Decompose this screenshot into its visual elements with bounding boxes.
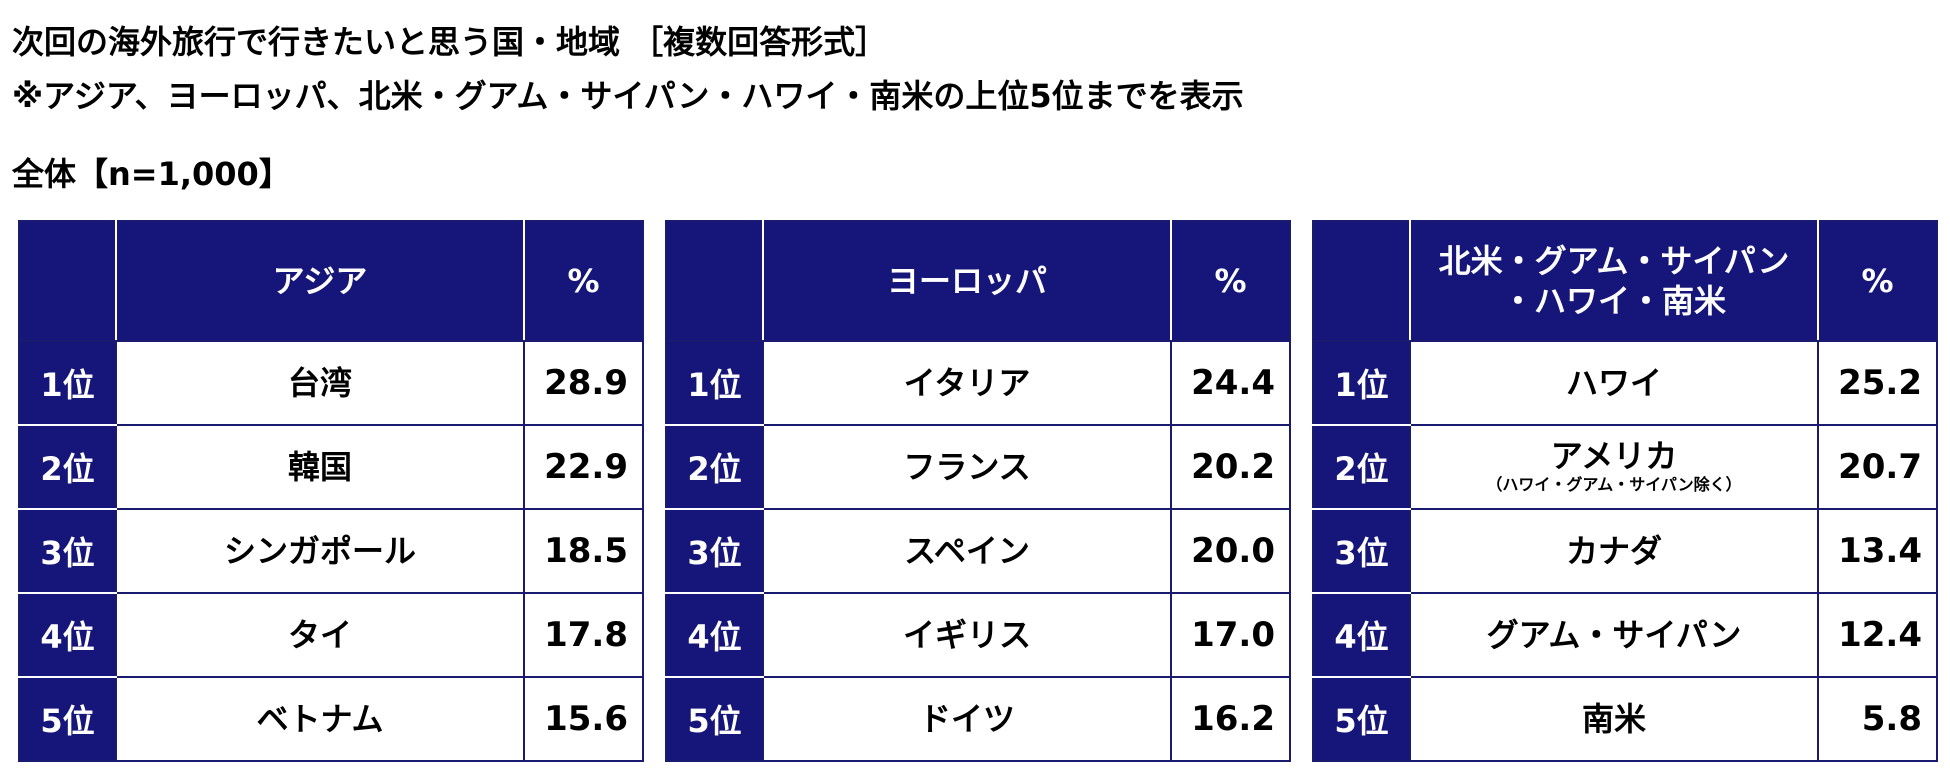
table-row: 5位 ドイツ 16.2 bbox=[665, 676, 1291, 762]
rank-label: 1位 bbox=[18, 340, 117, 426]
table-row: 2位 韓国 22.9 bbox=[18, 424, 644, 510]
percent-value: 15.6 bbox=[523, 676, 644, 762]
destination-name: イタリア bbox=[762, 340, 1172, 426]
percent-value: 20.7 bbox=[1817, 424, 1938, 510]
rank-label: 3位 bbox=[18, 508, 117, 594]
percent-header: % bbox=[523, 220, 644, 342]
region-header: 北米・グアム・サイパン ・ハワイ・南米 bbox=[1409, 220, 1819, 342]
destination-name: ハワイ bbox=[1409, 340, 1819, 426]
destination-name: タイ bbox=[115, 592, 525, 678]
ranking-table-asia: アジア % 1位 台湾 28.9 2位 韓国 22.9 3位 シンガポール 18… bbox=[18, 220, 644, 762]
rank-label: 2位 bbox=[665, 424, 764, 510]
percent-value: 25.2 bbox=[1817, 340, 1938, 426]
chart-subtitle: ※アジア、ヨーロッパ、北米・グアム・サイパン・ハワイ・南米の上位5位までを表示 bbox=[12, 77, 1244, 115]
destination-name: ドイツ bbox=[762, 676, 1172, 762]
rank-column-header bbox=[665, 220, 764, 342]
percent-value: 24.4 bbox=[1170, 340, 1291, 426]
destination-name: 韓国 bbox=[115, 424, 525, 510]
percent-value: 16.2 bbox=[1170, 676, 1291, 762]
rank-column-header bbox=[18, 220, 117, 342]
rank-label: 1位 bbox=[665, 340, 764, 426]
percent-value: 13.4 bbox=[1817, 508, 1938, 594]
percent-value: 28.9 bbox=[523, 340, 644, 426]
region-header: ヨーロッパ bbox=[762, 220, 1172, 342]
rank-label: 5位 bbox=[665, 676, 764, 762]
rank-label: 2位 bbox=[18, 424, 117, 510]
rank-label: 4位 bbox=[18, 592, 117, 678]
table-row: 3位 シンガポール 18.5 bbox=[18, 508, 644, 594]
table-row: 2位 アメリカ （ハワイ・グアム・サイパン除く） 20.7 bbox=[1312, 424, 1938, 510]
table-row: 4位 タイ 17.8 bbox=[18, 592, 644, 678]
destination-name: グアム・サイパン bbox=[1409, 592, 1819, 678]
destination-name: イギリス bbox=[762, 592, 1172, 678]
chart-title: 次回の海外旅行で行きたいと思う国・地域 ［複数回答形式］ bbox=[12, 23, 888, 61]
sample-size-label: 全体【n=1,000】 bbox=[12, 155, 291, 193]
percent-value: 5.8 bbox=[1817, 676, 1938, 762]
destination-note: （ハワイ・グアム・サイパン除く） bbox=[1486, 475, 1742, 494]
destination-name: フランス bbox=[762, 424, 1172, 510]
percent-value: 20.2 bbox=[1170, 424, 1291, 510]
rank-column-header bbox=[1312, 220, 1411, 342]
percent-value: 22.9 bbox=[523, 424, 644, 510]
ranking-table-europe: ヨーロッパ % 1位 イタリア 24.4 2位 フランス 20.2 3位 スペイ… bbox=[665, 220, 1291, 762]
destination-name: カナダ bbox=[1409, 508, 1819, 594]
rank-label: 5位 bbox=[1312, 676, 1411, 762]
region-header: アジア bbox=[115, 220, 525, 342]
percent-value: 17.8 bbox=[523, 592, 644, 678]
destination-name: シンガポール bbox=[115, 508, 525, 594]
percent-header: % bbox=[1170, 220, 1291, 342]
destination-name: 南米 bbox=[1409, 676, 1819, 762]
percent-value: 18.5 bbox=[523, 508, 644, 594]
percent-value: 17.0 bbox=[1170, 592, 1291, 678]
rank-label: 3位 bbox=[665, 508, 764, 594]
rank-label: 5位 bbox=[18, 676, 117, 762]
destination-name: 台湾 bbox=[115, 340, 525, 426]
table-row: 5位 ベトナム 15.6 bbox=[18, 676, 644, 762]
rank-label: 4位 bbox=[665, 592, 764, 678]
table-header-row: アジア % bbox=[18, 220, 644, 342]
destination-name-cell: アメリカ （ハワイ・グアム・サイパン除く） bbox=[1409, 424, 1819, 510]
table-row: 5位 南米 5.8 bbox=[1312, 676, 1938, 762]
rank-label: 1位 bbox=[1312, 340, 1411, 426]
ranking-table-americas: 北米・グアム・サイパン ・ハワイ・南米 % 1位 ハワイ 25.2 2位 アメリ… bbox=[1312, 220, 1938, 762]
percent-value: 12.4 bbox=[1817, 592, 1938, 678]
table-row: 1位 イタリア 24.4 bbox=[665, 340, 1291, 426]
rank-label: 2位 bbox=[1312, 424, 1411, 510]
table-row: 1位 ハワイ 25.2 bbox=[1312, 340, 1938, 426]
table-header-row: 北米・グアム・サイパン ・ハワイ・南米 % bbox=[1312, 220, 1938, 342]
rank-label: 4位 bbox=[1312, 592, 1411, 678]
table-row: 3位 カナダ 13.4 bbox=[1312, 508, 1938, 594]
destination-name: ベトナム bbox=[115, 676, 525, 762]
percent-header: % bbox=[1817, 220, 1938, 342]
destination-name: アメリカ bbox=[1550, 437, 1678, 475]
table-row: 1位 台湾 28.9 bbox=[18, 340, 644, 426]
table-row: 2位 フランス 20.2 bbox=[665, 424, 1291, 510]
destination-name: スペイン bbox=[762, 508, 1172, 594]
table-row: 3位 スペイン 20.0 bbox=[665, 508, 1291, 594]
table-row: 4位 グアム・サイパン 12.4 bbox=[1312, 592, 1938, 678]
table-row: 4位 イギリス 17.0 bbox=[665, 592, 1291, 678]
table-header-row: ヨーロッパ % bbox=[665, 220, 1291, 342]
percent-value: 20.0 bbox=[1170, 508, 1291, 594]
rank-label: 3位 bbox=[1312, 508, 1411, 594]
region-header-line1: 北米・グアム・サイパン bbox=[1438, 242, 1790, 280]
region-header-line2: ・ハワイ・南米 bbox=[1501, 282, 1726, 320]
